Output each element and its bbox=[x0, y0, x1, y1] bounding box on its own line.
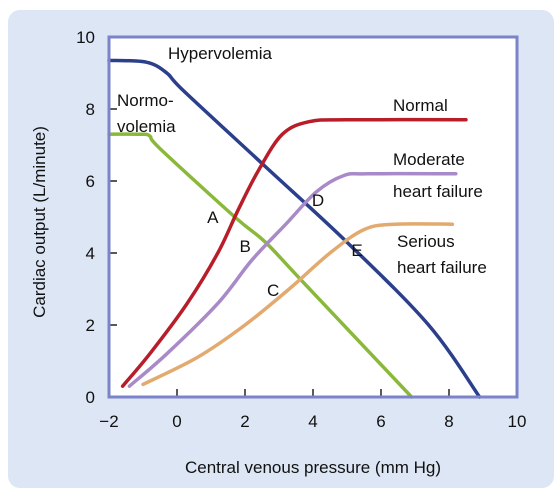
labels: −2 0 2 4 6 8 100246810HypervolemiaNormo-volemi… bbox=[76, 28, 526, 431]
curve-serious-heart-failure bbox=[141, 222, 455, 387]
y-tick-label: 8 bbox=[86, 100, 95, 119]
chart-svg: −2 0 2 4 6 8 100246810HypervolemiaNormo-volemi… bbox=[30, 28, 526, 477]
x-tick-label: 0 bbox=[172, 412, 181, 431]
y-tick-label: 2 bbox=[86, 316, 95, 335]
x-tick-label: 8 bbox=[444, 412, 453, 431]
curve-label-normal: Normal bbox=[393, 96, 448, 115]
x-tick-label: 10 bbox=[508, 412, 527, 431]
y-tick-label: 0 bbox=[86, 388, 95, 407]
y-tick-label: 10 bbox=[76, 28, 95, 47]
point-label-c: C bbox=[267, 281, 279, 300]
curve-label-hypervolemia: Hypervolemia bbox=[168, 44, 272, 63]
plot-frame bbox=[107, 35, 519, 399]
curve-label-serious-heart-failure: Serious bbox=[397, 232, 455, 251]
x-tick-label: 2 bbox=[240, 412, 249, 431]
curves bbox=[107, 58, 482, 399]
curve-label-moderate-heart-failure: Moderate bbox=[393, 150, 465, 169]
curve-normovolemia bbox=[107, 132, 414, 399]
point-label-a: A bbox=[207, 208, 219, 227]
y-axis-label: Cardiac output (L/minute) bbox=[30, 126, 49, 318]
point-label-d: D bbox=[312, 191, 324, 210]
curve-moderate-heart-failure bbox=[127, 171, 458, 388]
y-tick-label: 6 bbox=[86, 172, 95, 191]
plot-area bbox=[109, 37, 517, 397]
figure-panel: −2 0 2 4 6 8 10 0 2 4 6 8 10 Hypervolemia Normo-volemi… bbox=[8, 10, 554, 488]
y-tick-label: 4 bbox=[86, 244, 95, 263]
curve-label-moderate-heart-failure: heart failure bbox=[393, 182, 483, 201]
point-label-e: E bbox=[351, 241, 362, 260]
curve-label-normovolemia: Normo- bbox=[117, 91, 174, 110]
curve-label-serious-heart-failure: heart failure bbox=[397, 258, 487, 277]
curve-normal bbox=[120, 117, 468, 388]
point-label-b: B bbox=[240, 237, 251, 256]
curve-label-normovolemia: volemia bbox=[117, 117, 176, 136]
x-tick-label: 6 bbox=[376, 412, 385, 431]
x-tick-label: −2 bbox=[99, 412, 118, 431]
x-tick-label: 4 bbox=[308, 412, 317, 431]
x-axis-label: Central venous pressure (mm Hg) bbox=[185, 458, 441, 477]
curve-hypervolemia bbox=[107, 58, 482, 399]
